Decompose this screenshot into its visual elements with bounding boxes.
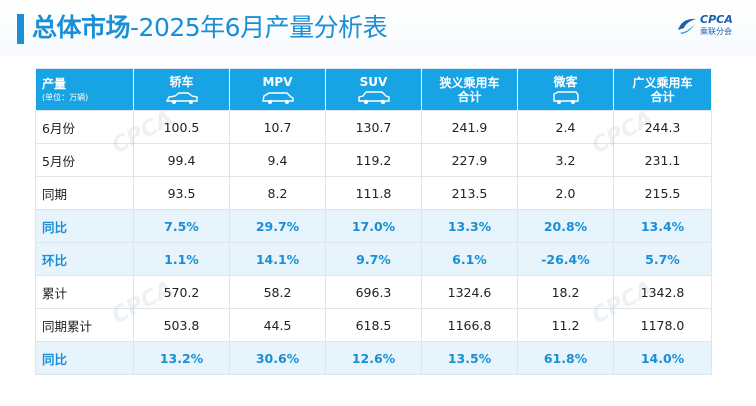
table-cell: 7.5%	[133, 209, 230, 243]
table-cell: 11.2	[517, 308, 614, 342]
table-cell: 13.3%	[421, 209, 518, 243]
table-cell: 29.7%	[229, 209, 326, 243]
cpca-logo-icon	[678, 18, 696, 34]
row-label: 同期	[35, 176, 134, 210]
table-cell: 14.1%	[229, 242, 326, 276]
table-row: 环比 1.1% 14.1% 9.7% 6.1% -26.4% 5.7%	[35, 242, 712, 276]
table-cell: 215.5	[613, 176, 712, 210]
table-cell: 6.1%	[421, 242, 518, 276]
production-table: 产量 (单位：万辆) 轿车 MPV SUV	[35, 68, 712, 375]
table-cell: 12.6%	[325, 341, 422, 375]
table-cell: 99.4	[133, 143, 230, 177]
table-cell: 503.8	[133, 308, 230, 342]
header-first-label: 产量	[42, 76, 67, 91]
table-cell: 61.8%	[517, 341, 614, 375]
table-cell: 618.5	[325, 308, 422, 342]
table-cell: 1.1%	[133, 242, 230, 276]
table-cell: 8.2	[229, 176, 326, 210]
table-cell: 20.8%	[517, 209, 614, 243]
page-title: 总体市场-2025年6月产量分析表	[32, 12, 388, 44]
header-col-label: SUV	[359, 74, 388, 89]
table-cell: 570.2	[133, 275, 230, 309]
header-col-label: MPV	[262, 74, 293, 89]
row-label: 同期累计	[35, 308, 134, 342]
table-body: 6月份 100.5 10.7 130.7 241.9 2.4 244.3 5月份 99.4 9.4…	[35, 110, 712, 375]
header-col-label: 轿车	[169, 74, 194, 89]
header-minivan: 微客	[517, 68, 614, 111]
table-cell: 244.3	[613, 110, 712, 144]
table-header-row: 产量 (单位：万辆) 轿车 MPV SUV	[35, 68, 712, 111]
header-col-label: 微客	[553, 74, 578, 89]
table-cell: 9.4	[229, 143, 326, 177]
table-cell: 10.7	[229, 110, 326, 144]
title-accent-bar	[17, 14, 24, 44]
page-title-bold: 总体市场	[32, 13, 131, 42]
table-cell: 30.6%	[229, 341, 326, 375]
table-cell: 696.3	[325, 275, 422, 309]
header-suv: SUV	[325, 68, 422, 111]
row-label: 同比	[35, 209, 134, 243]
table-cell: 2.0	[517, 176, 614, 210]
table-cell: 44.5	[229, 308, 326, 342]
table-row: 5月份 99.4 9.4 119.2 227.9 3.2 231.1	[35, 143, 712, 177]
header-broad-total: 广义乘用车 合计	[613, 68, 712, 111]
row-label: 环比	[35, 242, 134, 276]
header-col-label-2: 合计	[457, 89, 482, 104]
table-cell: 3.2	[517, 143, 614, 177]
header-narrow-total: 狭义乘用车 合计	[421, 68, 518, 111]
table-cell: 1166.8	[421, 308, 518, 342]
table-cell: 17.0%	[325, 209, 422, 243]
table-cell: 13.4%	[613, 209, 712, 243]
table-cell: 14.0%	[613, 341, 712, 375]
table-row: 同期累计 503.8 44.5 618.5 1166.8 11.2 1178.0	[35, 308, 712, 342]
table-cell: 2.4	[517, 110, 614, 144]
table-cell: 111.8	[325, 176, 422, 210]
header-col-label: 狭义乘用车	[439, 75, 500, 90]
table-cell: 1178.0	[613, 308, 712, 342]
table-cell: 1324.6	[421, 275, 518, 309]
header-corner: 产量 (单位：万辆)	[35, 68, 134, 111]
table-cell: 93.5	[133, 176, 230, 210]
header-col-label: 广义乘用车	[632, 75, 693, 90]
table-cell: 5.7%	[613, 242, 712, 276]
logo-name: CPCA	[700, 13, 733, 26]
mpv-icon	[261, 91, 294, 104]
table-cell: 13.2%	[133, 341, 230, 375]
sedan-icon	[165, 91, 198, 104]
table-row: 6月份 100.5 10.7 130.7 241.9 2.4 244.3	[35, 110, 712, 144]
title-bar: 总体市场-2025年6月产量分析表 CPCA 乘联分会	[0, 0, 756, 56]
table-row: 同比 7.5% 29.7% 17.0% 13.3% 20.8% 13.4%	[35, 209, 712, 243]
minivan-icon	[552, 90, 579, 104]
table-cell: -26.4%	[517, 242, 614, 276]
header-mpv: MPV	[229, 68, 326, 111]
cpca-logo: CPCA 乘联分会	[676, 10, 748, 42]
table-cell: 1342.8	[613, 275, 712, 309]
table-cell: 119.2	[325, 143, 422, 177]
row-label: 累计	[35, 275, 134, 309]
suv-icon	[357, 90, 390, 104]
table-cell: 130.7	[325, 110, 422, 144]
row-label: 6月份	[35, 110, 134, 144]
table-cell: 100.5	[133, 110, 230, 144]
row-label: 5月份	[35, 143, 134, 177]
table-cell: 227.9	[421, 143, 518, 177]
page-title-rest: -2025年6月产量分析表	[130, 13, 388, 42]
table-cell: 58.2	[229, 275, 326, 309]
table-cell: 9.7%	[325, 242, 422, 276]
table-row: 同比 13.2% 30.6% 12.6% 13.5% 61.8% 14.0%	[35, 341, 712, 375]
table-row: 累计 570.2 58.2 696.3 1324.6 18.2 1342.8	[35, 275, 712, 309]
header-sedan: 轿车	[133, 68, 230, 111]
row-label: 同比	[35, 341, 134, 375]
header-unit: (单位：万辆)	[42, 92, 89, 102]
table-cell: 213.5	[421, 176, 518, 210]
table-cell: 241.9	[421, 110, 518, 144]
table-cell: 13.5%	[421, 341, 518, 375]
header-col-label-2: 合计	[650, 89, 675, 104]
logo-cn: 乘联分会	[700, 27, 732, 36]
table-cell: 18.2	[517, 275, 614, 309]
table-cell: 231.1	[613, 143, 712, 177]
table-row: 同期 93.5 8.2 111.8 213.5 2.0 215.5	[35, 176, 712, 210]
